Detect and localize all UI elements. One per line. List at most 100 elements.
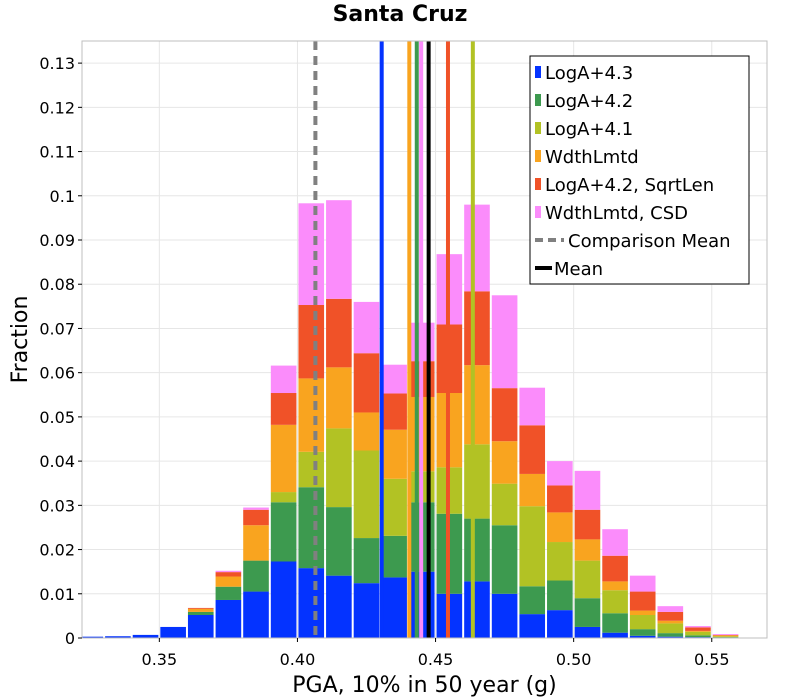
bar-segment-loga-4-2 [298,487,325,569]
bar-segment-loga-4-1 [685,631,711,636]
bar-segment-wdthlmtd [353,412,380,451]
bar-segment-loga-4-1 [381,478,407,536]
bar-segment-loga-4-2-sqrtlen [519,425,546,474]
plot-frame [81,40,768,639]
bar-segment-loga-4-2-sqrtlen [602,555,628,582]
bar-segment-loga-4-3 [657,636,684,638]
bar-segment-loga-4-1 [326,428,352,508]
bar-segment-loga-4-2 [270,502,297,562]
bar-segment-wdthlmtd-csd [519,387,546,426]
bar-segment-wdthlmtd-csd [215,570,242,573]
bar-segment-wdthlmtd [712,635,739,637]
y-tick-label: 0.03 [39,496,75,515]
legend-label: LogA+4.1 [545,119,633,140]
bar-segment-loga-4-2 [243,560,269,592]
bar-segment-loga-4-3 [491,593,518,638]
x-tick-label: 0.35 [142,650,178,669]
bar-segment-loga-4-1 [270,492,297,503]
bar-segment-loga-4-2-sqrtlen [298,305,325,379]
bar-segment-loga-4-2-sqrtlen [270,393,297,425]
legend-swatch [535,66,541,78]
bar-segment-loga-4-2-sqrtlen [187,607,214,609]
legend-swatch [535,150,541,162]
bar-segment-loga-4-2 [326,507,352,576]
bar-segment-loga-4-2 [491,525,518,594]
bar-segment-wdthlmtd-csd [712,634,739,635]
x-axis-label: PGA, 10% in 50 year (g) [292,673,556,698]
bar-segment-wdthlmtd [326,367,352,429]
x-tick-label: 0.55 [694,650,730,669]
y-tick-label: 0.05 [39,408,75,427]
bar-segment-loga-4-2 [602,613,628,633]
bar-segment-loga-4-3 [547,610,573,638]
bar-segment-loga-4-2 [353,538,380,584]
bar-segment-wdthlmtd [602,581,628,591]
bar-segment-loga-4-1 [574,560,601,599]
y-tick-label: 0.09 [39,231,75,250]
bar-segment-wdthlmtd-csd [685,626,711,628]
legend-label: WdthLmtd, CSD [545,203,688,224]
bar-segment-loga-4-3 [519,614,546,638]
bar-segment-wdthlmtd [270,424,297,493]
bar-segment-loga-4-3 [602,632,628,638]
bar-segment-wdthlmtd [187,608,214,612]
bar-segment-loga-4-2-sqrtlen [657,611,684,621]
legend-label: WdthLmtd [545,147,639,168]
bar-segment-loga-4-3 [82,636,104,638]
bar-segment-wdthlmtd [574,539,601,561]
bar-segment-wdthlmtd-csd [243,507,269,510]
bar-segment-loga-4-2 [187,611,214,616]
bar-segment-wdthlmtd [243,525,269,561]
y-tick-label: 0.11 [39,143,75,162]
legend-label: LogA+4.2, SqrtLen [545,175,714,196]
legend-swatch [535,178,541,190]
bar-segment-loga-4-3 [243,591,269,638]
legend-box [529,55,750,285]
chart-title: Santa Cruz [332,2,468,27]
legend-label: Comparison Mean [568,231,731,252]
bar-segment-loga-4-2-sqrtlen [491,388,518,442]
bar-segment-loga-4-2 [629,629,656,636]
bar-segment-loga-4-1 [657,623,684,634]
bar-segment-loga-4-2 [685,635,711,638]
bar-segment-loga-4-2 [381,535,407,578]
bar-segment-wdthlmtd [215,576,242,587]
bar-segment-loga-4-1 [602,590,628,614]
bar-segment-loga-4-1 [491,483,518,526]
y-tick-label: 0 [65,629,75,648]
legend-swatch [535,94,541,106]
bar-segment-loga-4-3 [353,583,380,638]
bar-segment-wdthlmtd-csd [270,365,297,394]
x-tick-label: 0.50 [556,650,592,669]
bar-segment-wdthlmtd-csd [547,461,573,486]
legend-swatch [535,206,541,218]
bar-segment-loga-4-2 [464,518,490,582]
y-tick-label: 0.04 [39,452,75,471]
bar-segment-loga-4-2-sqrtlen [381,393,407,430]
y-axis-label: Fraction [8,296,33,384]
bar-segment-wdthlmtd [491,441,518,484]
bar-segment-wdthlmtd-csd [464,204,490,292]
bar-segment-wdthlmtd [298,378,325,452]
y-tick-label: 0.1 [50,187,75,206]
bar-segment-loga-4-3 [629,635,656,638]
bar-segment-wdthlmtd-csd [602,529,628,556]
y-tick-label: 0.08 [39,275,75,294]
bar-segment-loga-4-1 [519,506,546,587]
bar-segment-loga-4-3 [381,577,407,638]
bar-segment-wdthlmtd-csd [629,575,656,592]
bar-segment-wdthlmtd [381,429,407,479]
legend-label: Mean [554,259,603,280]
bar-segment-wdthlmtd [464,365,490,445]
bar-segment-loga-4-1 [353,450,380,539]
bar-segment-loga-4-3 [270,561,297,638]
bar-segment-loga-4-2-sqrtlen [464,291,490,366]
bar-segment-loga-4-3 [105,636,131,638]
bar-segment-loga-4-3 [298,568,325,638]
y-tick-label: 0.02 [39,541,75,560]
bar-segment-loga-4-3 [464,581,490,638]
bar-segment-loga-4-2-sqrtlen [574,509,601,540]
bar-segment-loga-4-2 [657,633,684,637]
bar-segment-loga-4-1 [464,444,490,519]
